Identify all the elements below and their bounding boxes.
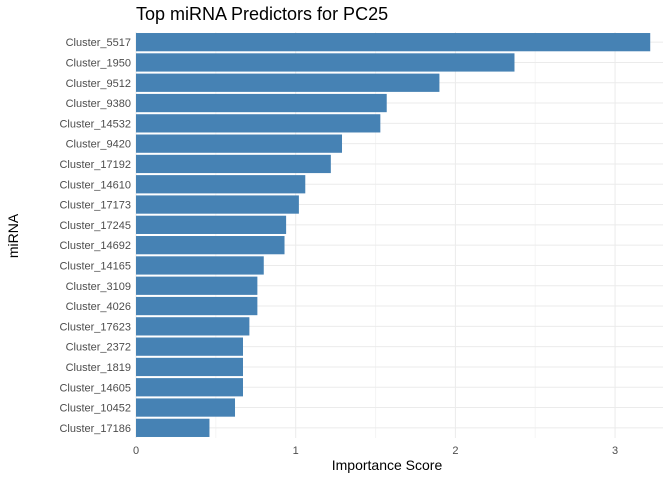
bar — [136, 337, 243, 356]
y-tick-label: Cluster_2372 — [66, 342, 131, 354]
y-tick-label: Cluster_4026 — [66, 301, 131, 313]
bar — [136, 195, 299, 214]
y-tick-label: Cluster_9380 — [66, 98, 131, 110]
chart-title: Top miRNA Predictors for PC25 — [136, 4, 388, 24]
bar — [136, 418, 210, 437]
bar — [136, 134, 343, 153]
bar — [136, 175, 306, 194]
bar — [136, 378, 243, 397]
x-tick-label: 1 — [293, 445, 299, 457]
bars — [136, 33, 651, 437]
bar — [136, 236, 285, 255]
y-tick-label: Cluster_17192 — [59, 159, 131, 171]
bar — [136, 317, 250, 336]
y-tick-label: Cluster_10452 — [59, 403, 131, 415]
bar — [136, 357, 243, 377]
x-tick-labels: 0 1 2 3 — [133, 445, 618, 457]
y-tick-label: Cluster_1950 — [66, 57, 131, 69]
y-tick-label: Cluster_14610 — [59, 179, 131, 191]
bar — [136, 215, 287, 234]
y-tick-label: Cluster_17186 — [59, 423, 131, 435]
bar — [136, 53, 515, 72]
bar — [136, 33, 651, 52]
bar — [136, 154, 331, 174]
y-tick-label: Cluster_9512 — [66, 78, 131, 90]
y-tick-label: Cluster_9420 — [66, 139, 131, 151]
x-axis-title: Importance Score — [332, 457, 443, 473]
y-tick-label: Cluster_14165 — [59, 260, 131, 272]
x-tick-label: 2 — [452, 445, 458, 457]
y-tick-label: Cluster_17623 — [59, 321, 131, 333]
y-tick-label: Cluster_3109 — [66, 281, 131, 293]
x-tick-label: 0 — [133, 445, 139, 457]
y-tick-label: Cluster_14532 — [59, 118, 131, 130]
bar — [136, 256, 264, 275]
y-tick-label: Cluster_17173 — [59, 200, 131, 212]
grid — [135, 32, 663, 438]
bar — [136, 114, 381, 133]
bar — [136, 93, 387, 113]
bar — [136, 73, 440, 92]
y-tick-label: Cluster_14692 — [59, 240, 131, 252]
x-tick-label: 3 — [612, 445, 618, 457]
y-tick-labels: Cluster_5517 Cluster_1950 Cluster_9512 Clus… — [59, 37, 131, 435]
y-tick-label: Cluster_5517 — [66, 37, 131, 49]
y-tick-label: Cluster_1819 — [66, 362, 131, 374]
y-tick-label: Cluster_17245 — [59, 220, 131, 232]
bar — [136, 276, 258, 295]
bar — [136, 296, 258, 316]
y-tick-label: Cluster_14605 — [59, 382, 131, 394]
bar — [136, 398, 236, 417]
y-axis-title: miRNA — [5, 213, 21, 258]
